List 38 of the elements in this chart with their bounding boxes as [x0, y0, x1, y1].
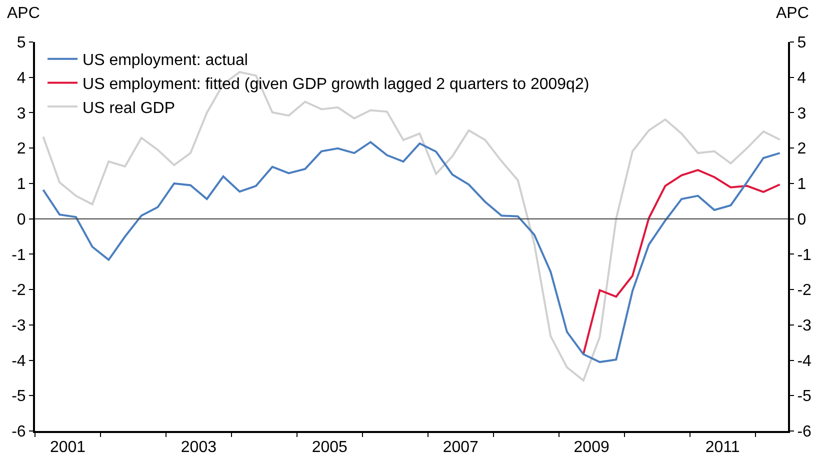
y2-tick-label: -6 [797, 424, 812, 441]
y-tick-label: -4 [12, 352, 26, 370]
legend-label: US employment: fitted (given GDP growth lagged 2 quarters to 2009q2) [82, 76, 590, 93]
y2-tick-label: 2 [797, 140, 806, 158]
y2-tick-label: -4 [797, 352, 812, 370]
y-tick-label: 5 [16, 34, 26, 52]
y2-tick-label: -5 [797, 388, 812, 406]
y2-tick-label: -3 [797, 318, 812, 335]
y-tick-label: -1 [12, 246, 26, 264]
y-tick-label: -2 [12, 282, 26, 300]
x-tick-label: 2001 [50, 439, 86, 456]
x-tick-label: 2011 [705, 439, 740, 456]
y-tick-label: -5 [12, 388, 26, 406]
x-tick-label: 2007 [442, 439, 479, 456]
y2-tick-label: -2 [797, 282, 812, 300]
y2-tick-label: 3 [797, 105, 806, 122]
x-tick-label: 2005 [312, 439, 348, 456]
y2-axis-title: APC [776, 5, 809, 22]
y2-tick-label: -1 [797, 246, 812, 264]
x-tick-label: 2009 [574, 439, 610, 456]
y-tick-label: -6 [12, 424, 26, 441]
y-axis-title: APC [7, 5, 40, 22]
y-tick-label: -3 [12, 318, 26, 335]
legend-label: US real GDP [82, 100, 175, 117]
x-tick-label: 2003 [180, 439, 217, 456]
line-series [582, 169, 781, 356]
y2-tick-label: 1 [797, 176, 806, 194]
line-series [42, 71, 781, 382]
y-tick-label: 0 [16, 211, 26, 228]
y-tick-label: 4 [16, 70, 26, 87]
y-tick-label: 1 [16, 176, 26, 194]
y2-tick-label: 0 [797, 211, 806, 228]
legend-label: US employment: actual [82, 52, 248, 70]
y2-tick-label: 5 [797, 34, 806, 52]
line-series [42, 141, 781, 364]
y-tick-label: 3 [16, 105, 26, 122]
y2-tick-label: 4 [797, 70, 806, 87]
y-tick-label: 2 [16, 140, 26, 158]
